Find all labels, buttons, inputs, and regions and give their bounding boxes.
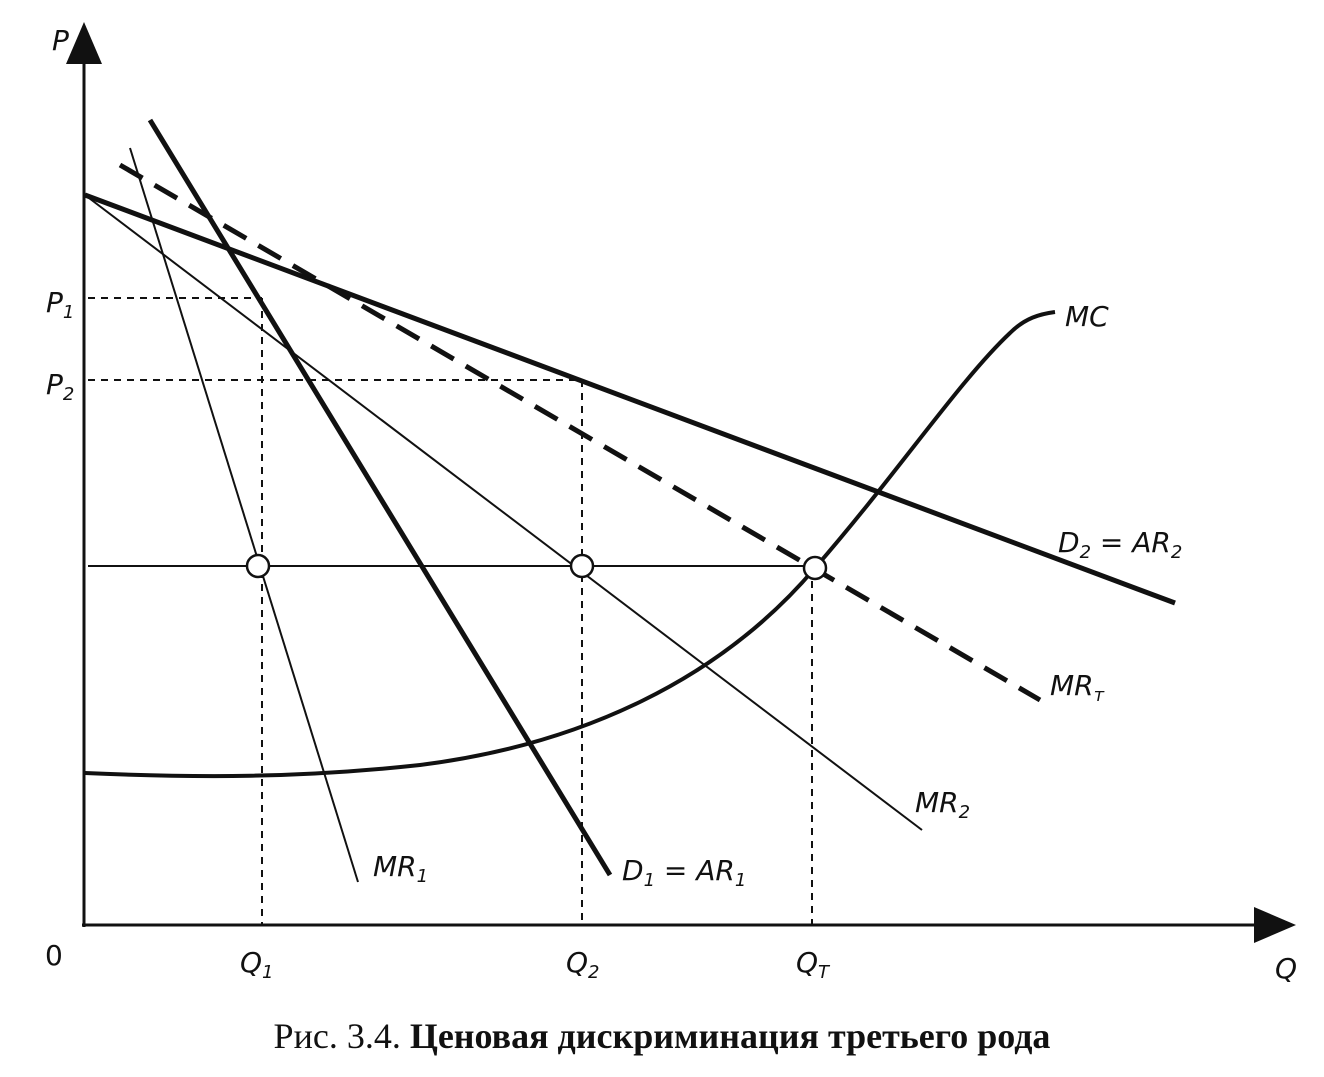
label-main: D bbox=[1058, 526, 1080, 559]
axes bbox=[66, 22, 1296, 943]
label-main: Q bbox=[796, 946, 818, 979]
guides bbox=[88, 297, 813, 925]
label-sub: 2 bbox=[1080, 542, 1091, 563]
label-sub: 1 bbox=[644, 870, 655, 891]
label-main: Q bbox=[240, 946, 262, 979]
d1-label: D1 = AR1 bbox=[622, 854, 746, 891]
label-eq: = AR bbox=[655, 854, 735, 887]
mc-label: MC bbox=[1065, 300, 1109, 333]
d1-line bbox=[147, 118, 613, 877]
origin-label: 0 bbox=[45, 939, 63, 972]
y-axis-label: P bbox=[52, 24, 69, 57]
label-sub: 1 bbox=[417, 866, 428, 887]
label-sub: 2 bbox=[63, 384, 74, 405]
mr2-line bbox=[84, 194, 923, 831]
mr1-label: MR1 bbox=[373, 850, 428, 887]
q2-label: Q2 bbox=[566, 946, 600, 983]
label-sub: 2 bbox=[1171, 542, 1182, 563]
label-main: P bbox=[46, 286, 63, 319]
p1-label: P1 bbox=[46, 286, 74, 323]
label-sub: 1 bbox=[735, 870, 746, 891]
mc-curve bbox=[84, 310, 1056, 779]
label-main: MR bbox=[1050, 669, 1094, 702]
caption-number: Рис. 3.4. bbox=[274, 1016, 401, 1056]
mr2-label: MR2 bbox=[915, 786, 970, 823]
q1-label: Q1 bbox=[240, 946, 274, 983]
point bbox=[245, 553, 271, 579]
point bbox=[569, 553, 595, 579]
caption-title: Ценовая дискриминация третьего рода bbox=[410, 1016, 1051, 1056]
points bbox=[245, 553, 828, 581]
label-main: Q bbox=[566, 946, 588, 979]
caption: Рис. 3.4. Ценовая дискриминация третьего… bbox=[274, 1016, 1051, 1056]
label-sub: 2 bbox=[959, 802, 970, 823]
label-sub: т bbox=[1094, 685, 1105, 706]
label-main: D bbox=[622, 854, 644, 887]
point bbox=[802, 555, 828, 581]
mrt-label: MRт bbox=[1050, 669, 1105, 706]
x-axis-label: Q bbox=[1275, 952, 1297, 985]
mrt-line bbox=[118, 162, 1042, 703]
d2-label: D2 = AR2 bbox=[1058, 526, 1182, 563]
label-sub: 1 bbox=[63, 302, 74, 323]
label-sub: T bbox=[818, 962, 831, 983]
label-sub: 1 bbox=[262, 962, 273, 983]
label-sub: 2 bbox=[588, 962, 599, 983]
d2-line bbox=[84, 192, 1176, 606]
label-main: P bbox=[46, 368, 63, 401]
qt-label: QT bbox=[796, 946, 831, 983]
curves bbox=[84, 118, 1176, 883]
label-eq: = AR bbox=[1091, 526, 1171, 559]
mr1-line bbox=[129, 147, 359, 883]
p2-label: P2 bbox=[46, 368, 74, 405]
label-main: MR bbox=[915, 786, 959, 819]
label-main: MR bbox=[373, 850, 417, 883]
